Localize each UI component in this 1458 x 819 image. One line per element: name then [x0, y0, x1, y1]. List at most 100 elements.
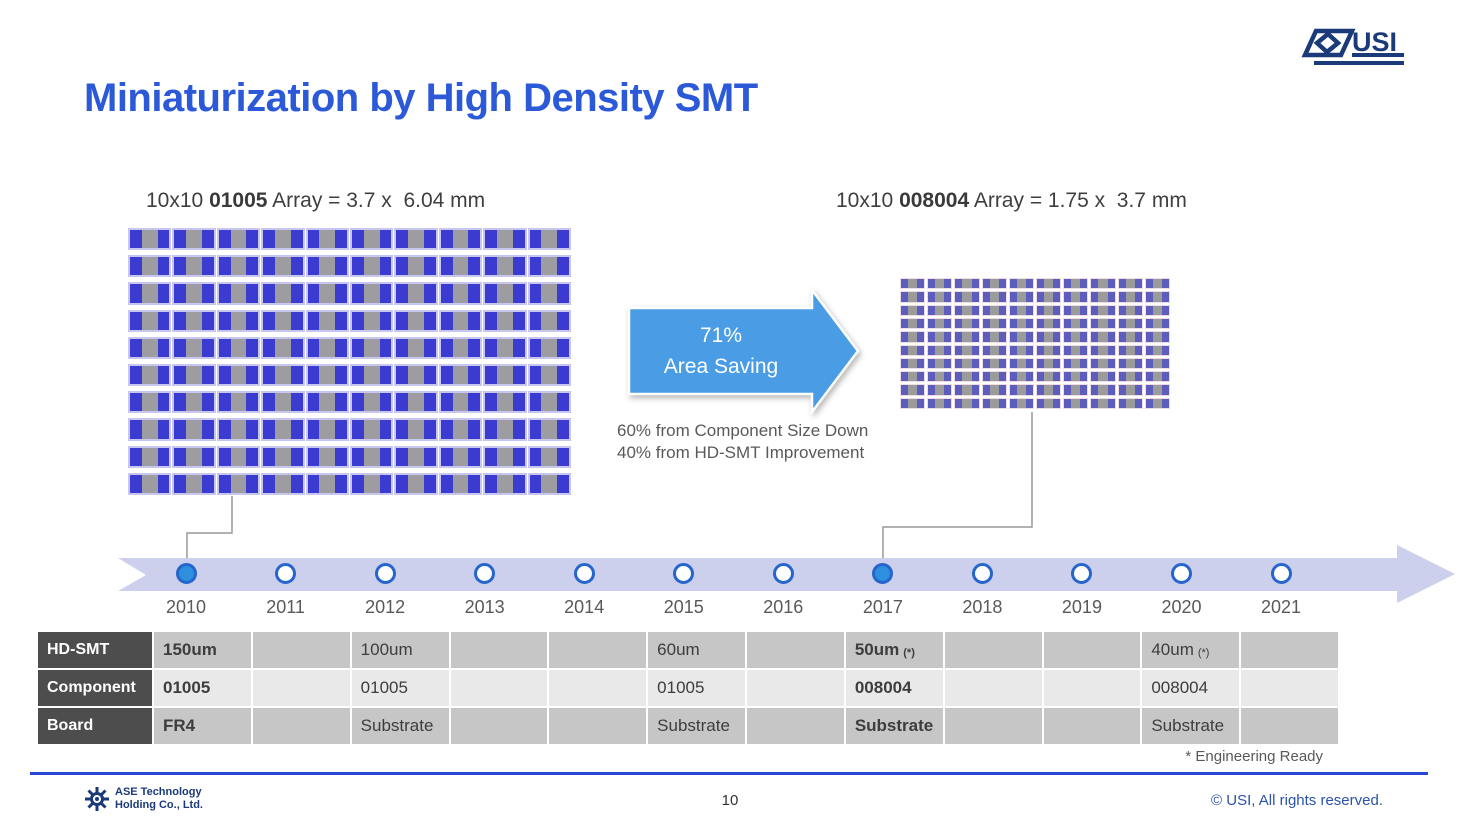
component-chip [527, 472, 571, 495]
component-chip-small [954, 291, 980, 303]
component-chip-small [1117, 278, 1143, 290]
component-chip [394, 472, 438, 495]
component-chip-small [1144, 291, 1170, 303]
table-cell: FR4 [154, 708, 251, 744]
component-chip-small [954, 371, 980, 383]
timeline-dot-2020 [1171, 563, 1192, 584]
table-cell: Substrate [648, 708, 745, 744]
component-chip [438, 364, 483, 387]
component-chip-small [1144, 278, 1170, 290]
footer-divider [30, 772, 1428, 775]
component-chip [261, 282, 305, 305]
table-cell: 008004 [845, 670, 943, 706]
table-cell: Substrate [1142, 708, 1240, 744]
component-chip [394, 445, 438, 468]
component-chip [527, 255, 571, 278]
component-chip [172, 364, 216, 387]
component-chip [394, 255, 438, 278]
component-chip-small [1090, 331, 1116, 343]
component-chip [172, 472, 216, 495]
timeline-year-2021: 2021 [1261, 597, 1302, 617]
copyright-text: © USI, All rights reserved. [1211, 792, 1383, 809]
component-chip-small [1117, 371, 1143, 383]
component-chip-small [954, 397, 980, 409]
timeline-dot-2011 [275, 563, 297, 584]
timeline-year-2014: 2014 [564, 597, 605, 617]
component-chip-small [1117, 384, 1143, 396]
company-logo: ASE Technology Holding Co., Ltd. [84, 786, 203, 812]
component-chip-small [900, 291, 926, 303]
component-chip-small [1117, 304, 1143, 316]
component-chip [394, 336, 438, 359]
timeline-band [118, 558, 1398, 591]
component-chip-small [1117, 331, 1143, 343]
component-chip [483, 282, 527, 305]
component-chip-small [1008, 317, 1034, 330]
timeline-year-2012: 2012 [365, 597, 406, 617]
component-chip [527, 336, 571, 359]
component-chip-small [900, 397, 926, 409]
component-chip-small [1036, 278, 1062, 290]
component-chip [350, 255, 394, 278]
component-chip-small [1117, 291, 1143, 303]
component-chip-small [1117, 357, 1143, 370]
component-chip-small [1008, 278, 1034, 290]
table-cell [1043, 708, 1141, 744]
component-chip-small [900, 331, 926, 343]
component-chip [172, 445, 216, 468]
component-chip [394, 364, 438, 387]
table-cell: Substrate [351, 708, 449, 744]
component-chip-small [900, 304, 926, 316]
component-chip-small [1008, 304, 1034, 316]
component-chip-small [1090, 304, 1116, 316]
component-chip-small [1090, 344, 1116, 356]
component-chip-small [1008, 397, 1034, 409]
timeline-year-2018: 2018 [962, 597, 1003, 617]
component-chip [305, 282, 349, 305]
table-cell: 01005 [154, 670, 251, 706]
component-chip [261, 228, 305, 251]
component-chip-small [981, 371, 1007, 383]
component-chip-small [927, 344, 953, 356]
component-chip [483, 472, 527, 495]
component-chip [527, 391, 571, 414]
component-chip-small [1063, 331, 1089, 343]
component-chip [261, 391, 305, 414]
component-chip [305, 364, 349, 387]
component-chip [261, 309, 305, 332]
component-chip [261, 472, 305, 495]
timeline-year-2015: 2015 [663, 597, 704, 617]
timeline-year-2017: 2017 [862, 597, 903, 617]
timeline-dot-2021 [1270, 563, 1292, 584]
component-chip [527, 228, 571, 251]
component-chip-small [1090, 384, 1116, 396]
table-cell: 40um (*) [1142, 632, 1240, 668]
component-chip-small [1063, 291, 1089, 303]
table-cell: 008004 [1142, 670, 1240, 706]
component-chip-small [1090, 357, 1116, 370]
component-chip-small [1036, 291, 1062, 303]
table-cell [747, 708, 844, 744]
component-chip-small [927, 357, 953, 370]
component-chip [128, 391, 172, 414]
component-chip [350, 309, 394, 332]
table-cell: 100um [351, 632, 449, 668]
component-chip [483, 391, 527, 414]
component-chip [216, 309, 261, 332]
component-chip-small [1144, 317, 1170, 330]
table-row-header-component: Component [38, 670, 152, 706]
component-chip-small [900, 357, 926, 370]
component-chip [438, 255, 483, 278]
timeline-dot-2016 [772, 563, 794, 584]
component-chip-small [1117, 317, 1143, 330]
component-chip-small [1090, 278, 1116, 290]
component-chip-small [927, 291, 953, 303]
timeline-arrowhead-icon [1397, 545, 1455, 603]
timeline-dot-2017 [872, 563, 894, 584]
component-chip [172, 418, 216, 441]
timeline-dot-2014 [573, 563, 595, 584]
component-chip [350, 336, 394, 359]
component-chip [438, 228, 483, 251]
table-row-header-hd-smt: HD-SMT [38, 632, 152, 668]
component-chip [216, 282, 261, 305]
